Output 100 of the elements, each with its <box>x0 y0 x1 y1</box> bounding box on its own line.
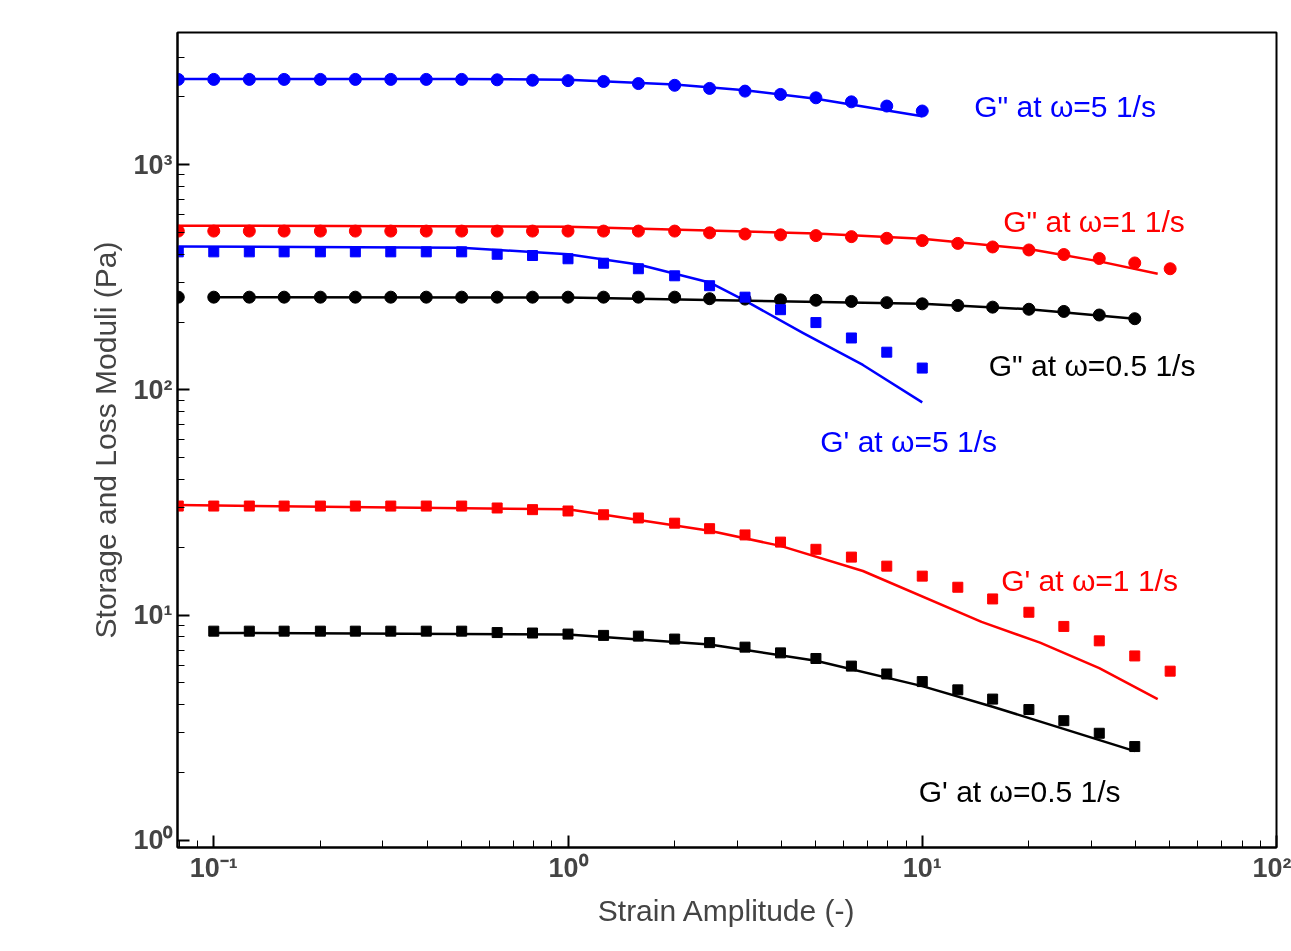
point <box>597 290 611 304</box>
point <box>704 280 716 292</box>
point <box>243 246 255 258</box>
point <box>1058 620 1070 632</box>
point <box>632 512 644 524</box>
x-tick-label: 10⁰ <box>548 852 589 883</box>
point <box>348 290 362 304</box>
point <box>951 298 965 312</box>
point <box>455 290 469 304</box>
point <box>561 224 575 238</box>
point <box>207 72 221 86</box>
point <box>420 500 432 512</box>
point <box>491 248 503 260</box>
point <box>419 290 433 304</box>
point <box>844 95 858 109</box>
point <box>243 500 255 512</box>
point <box>1092 308 1106 322</box>
point <box>384 290 398 304</box>
point <box>598 509 610 521</box>
y-tick-label: 10¹ <box>133 600 173 631</box>
point <box>419 224 433 238</box>
point <box>208 500 220 512</box>
point <box>880 99 894 113</box>
point <box>490 224 504 238</box>
point <box>669 517 681 529</box>
point <box>313 290 327 304</box>
point <box>1057 304 1071 318</box>
point <box>561 74 575 88</box>
point <box>490 73 504 87</box>
point <box>951 236 965 250</box>
point <box>526 290 540 304</box>
point <box>668 224 682 238</box>
point <box>598 257 610 269</box>
point <box>1128 256 1142 270</box>
point <box>631 224 645 238</box>
point <box>207 224 221 238</box>
series-label: G" at ω=5 1/s <box>974 89 1156 123</box>
point <box>207 290 221 304</box>
point <box>987 593 999 605</box>
point <box>880 231 894 245</box>
point <box>738 84 752 98</box>
y-tick-label: 10² <box>133 374 173 405</box>
point <box>952 581 964 593</box>
point <box>775 536 787 548</box>
point <box>669 270 681 282</box>
point <box>986 300 1000 314</box>
point <box>1093 635 1105 647</box>
point <box>313 224 327 238</box>
x-tick-label: 10¹ <box>902 852 942 883</box>
point <box>845 332 857 344</box>
point <box>385 500 397 512</box>
point <box>1128 312 1142 326</box>
point <box>881 560 893 572</box>
point <box>1164 665 1176 677</box>
y-tick-label: 10⁰ <box>133 825 174 856</box>
point <box>703 226 717 240</box>
point <box>527 250 539 261</box>
point <box>916 362 928 374</box>
point <box>385 246 397 258</box>
point <box>455 72 469 86</box>
point <box>631 77 645 91</box>
point <box>526 224 540 238</box>
point <box>915 234 929 248</box>
series-label: G' at ω=1 1/s <box>1001 563 1178 597</box>
point <box>986 240 1000 254</box>
point <box>419 72 433 86</box>
point <box>1057 248 1071 261</box>
point <box>845 551 857 563</box>
point <box>384 72 398 86</box>
text: G' at ω=5 1/s <box>820 424 997 458</box>
point <box>1023 606 1035 618</box>
point <box>277 290 291 304</box>
point <box>526 73 540 87</box>
point <box>562 505 574 517</box>
x-tick-label: 10⁻¹ <box>189 852 238 883</box>
x-axis-title: Strain Amplitude (-) <box>597 893 855 927</box>
point <box>880 296 894 310</box>
point <box>809 293 823 307</box>
point <box>597 74 611 88</box>
point <box>527 504 539 516</box>
point <box>597 224 611 238</box>
point <box>313 72 327 86</box>
point <box>348 224 362 238</box>
point <box>456 500 468 512</box>
point <box>456 246 468 258</box>
point <box>491 502 503 514</box>
point <box>277 224 291 238</box>
series-label: G" at ω=0.5 1/s <box>988 349 1196 383</box>
point <box>455 224 469 238</box>
point <box>775 304 787 316</box>
point <box>314 500 326 512</box>
point <box>809 229 823 243</box>
point <box>774 228 788 242</box>
series-label: G" at ω=1 1/s <box>1003 205 1185 239</box>
point <box>278 500 290 512</box>
point <box>915 297 929 311</box>
point <box>561 290 575 304</box>
point <box>208 246 220 258</box>
point <box>844 294 858 308</box>
point <box>277 72 291 86</box>
